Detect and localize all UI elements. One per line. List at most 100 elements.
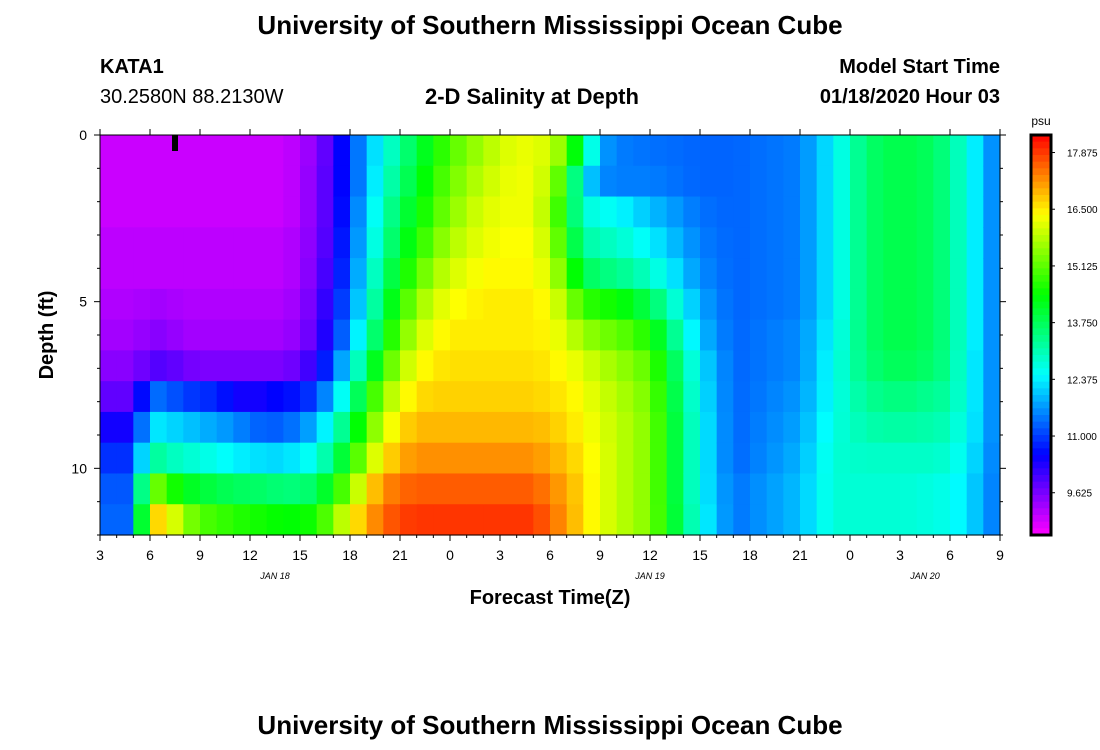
heatmap-cell [366,196,384,228]
heatmap-cell [900,473,918,505]
heatmap-cell [983,258,1001,290]
heatmap-cell [500,258,518,290]
heatmap-cell [800,258,818,290]
heatmap-cell [450,473,468,505]
heatmap-cell [250,442,268,475]
heatmap-cell [450,196,468,228]
heatmap-cell [183,319,201,351]
heatmap-cell [883,411,901,444]
heatmap-cell [483,504,501,536]
heatmap-cell [666,350,684,382]
heatmap-cell [800,350,818,382]
heatmap-cell [433,258,451,290]
heatmap-cell [316,258,334,290]
heatmap-cell [433,442,451,475]
heatmap-cell [783,258,801,290]
heatmap-cell [766,473,784,505]
heatmap-cell [400,135,418,167]
colorbar-swatch [1031,495,1051,503]
heatmap-cell [250,165,268,198]
heatmap-cell [450,442,468,475]
heatmap-cell [816,288,834,321]
heatmap-cell [700,411,718,444]
heatmap-cell [166,165,184,198]
heatmap-cell [216,135,234,167]
heatmap-cell [416,350,434,382]
heatmap-cell [350,319,368,351]
colorbar-swatch [1031,361,1051,369]
heatmap-cell [400,350,418,382]
heatmap-cell [683,442,701,475]
heatmap-cell [516,381,534,413]
heatmap-cell [766,381,784,413]
heatmap-cell [816,196,834,228]
heatmap-cell [433,504,451,536]
heatmap-cell [683,504,701,536]
heatmap-cell [116,381,134,413]
colorbar-swatch [1031,415,1051,423]
heatmap-cell [166,504,184,536]
heatmap-cell [566,411,584,444]
heatmap-cell [833,165,851,198]
heatmap-cell [233,504,251,536]
heatmap-cell [866,288,884,321]
heatmap-cell [800,288,818,321]
heatmap-cell [483,165,501,198]
heatmap-cell [466,473,484,505]
colorbar-swatch [1031,528,1051,536]
colorbar-swatch [1031,288,1051,296]
colorbar-label: 9.625 [1067,489,1092,500]
heatmap-cell [400,227,418,259]
colorbar-swatch [1031,175,1051,183]
heatmap-cell [100,288,118,321]
heatmap-cell [333,258,351,290]
heatmap-cell [233,411,251,444]
heatmap-cell [266,227,284,259]
heatmap-cell [316,381,334,413]
heatmap-cell [166,381,184,413]
colorbar-swatch [1031,161,1051,169]
heatmap-cell [783,288,801,321]
heatmap-cell [400,442,418,475]
heatmap-cell [366,288,384,321]
heatmap-cell [933,381,951,413]
heatmap-cell [300,442,318,475]
colorbar-swatch [1031,381,1051,389]
heatmap-cell [766,411,784,444]
heatmap-cell [766,135,784,167]
heatmap-cell [133,411,151,444]
heatmap-cell [883,135,901,167]
heatmap-cell [816,258,834,290]
colorbar-swatch [1031,448,1051,456]
heatmap-cell [850,135,868,167]
heatmap-cell [400,411,418,444]
heatmap-cell [100,165,118,198]
heatmap-cell [116,350,134,382]
heatmap-cell [366,350,384,382]
colorbar-swatch [1031,268,1051,276]
heatmap-cell [100,504,118,536]
heatmap-cell [766,319,784,351]
heatmap-cell [133,473,151,505]
heatmap-cell [666,411,684,444]
heatmap-cell [200,227,218,259]
heatmap-cell [550,411,568,444]
heatmap-cell [533,350,551,382]
heatmap-cell [433,135,451,167]
heatmap-cell [816,473,834,505]
station-id: KATA1 [100,56,164,78]
heatmap-cell [333,196,351,228]
heatmap-cell [916,135,934,167]
heatmap-cell [133,504,151,536]
heatmap-cell [583,473,601,505]
heatmap-cell [316,319,334,351]
heatmap-cell [350,135,368,167]
heatmap-cell [866,504,884,536]
heatmap-cell [700,350,718,382]
heatmap-cell [300,165,318,198]
heatmap-cell [166,442,184,475]
heatmap-cell [383,411,401,444]
heatmap-cell [883,504,901,536]
heatmap-cell [766,258,784,290]
heatmap-cell [250,473,268,505]
